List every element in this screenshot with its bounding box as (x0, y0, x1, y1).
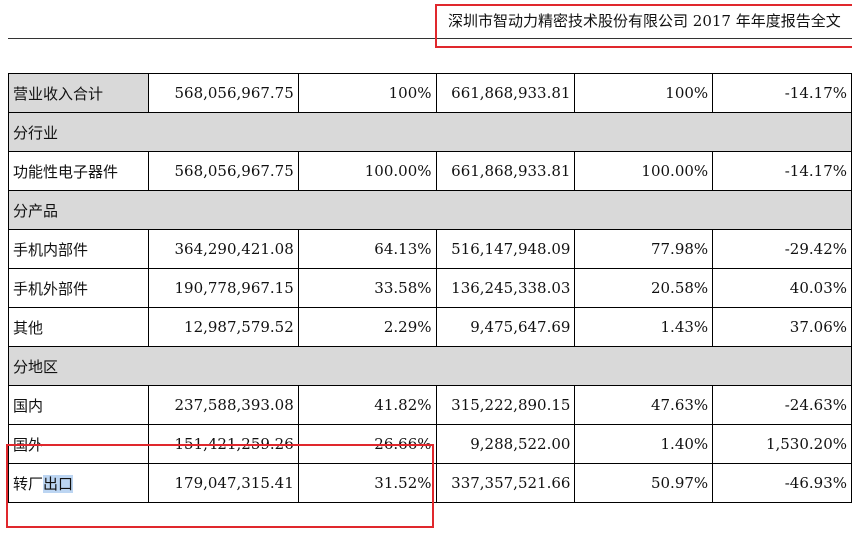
table-section-row: 分产品 (8, 190, 852, 230)
prior-amount-cell: 661,868,933.81 (435, 73, 576, 113)
selected-text[interactable]: 出口 (43, 474, 74, 493)
revenue-breakdown-table: 营业收入合计 568,056,967.75 100% 661,868,933.8… (8, 73, 852, 503)
table-section-row: 分地区 (8, 346, 852, 386)
current-share-cell: 64.13% (297, 229, 437, 269)
table-row: 国内 237,588,393.08 41.82% 315,222,890.15 … (8, 385, 852, 425)
prior-share-cell: 1.43% (574, 307, 714, 347)
table-row: 手机内部件 364,290,421.08 64.13% 516,147,948.… (8, 229, 852, 269)
change-cell: 1,530.20% (712, 424, 852, 464)
section-label: 分行业 (8, 112, 852, 152)
change-cell: -29.42% (712, 229, 852, 269)
prior-share-cell: 100.00% (574, 151, 714, 191)
current-amount-cell: 12,987,579.52 (147, 307, 299, 347)
current-share-cell: 100% (297, 73, 437, 113)
row-label: 国内 (8, 385, 149, 425)
change-cell: -14.17% (712, 151, 852, 191)
current-amount-cell: 179,047,315.41 (147, 463, 299, 503)
row-label: 其他 (8, 307, 149, 347)
change-cell: -14.17% (712, 73, 852, 113)
prior-amount-cell: 661,868,933.81 (435, 151, 576, 191)
prior-amount-cell: 337,357,521.66 (435, 463, 576, 503)
prior-share-cell: 47.63% (574, 385, 714, 425)
current-share-cell: 100.00% (297, 151, 437, 191)
row-label-plain: 转厂 (13, 474, 44, 493)
prior-share-cell: 50.97% (574, 463, 714, 503)
section-label: 分产品 (8, 190, 852, 230)
current-amount-cell: 190,778,967.15 (147, 268, 299, 308)
rows-highlight-box (6, 444, 434, 528)
prior-amount-cell: 315,222,890.15 (435, 385, 576, 425)
current-amount-cell: 237,588,393.08 (147, 385, 299, 425)
table-row: 功能性电子器件 568,056,967.75 100.00% 661,868,9… (8, 151, 852, 191)
current-share-cell: 31.52% (297, 463, 437, 503)
prior-amount-cell: 136,245,338.03 (435, 268, 576, 308)
row-label: 功能性电子器件 (8, 151, 149, 191)
change-cell: -24.63% (712, 385, 852, 425)
section-label: 分地区 (8, 346, 852, 386)
row-label: 手机外部件 (8, 268, 149, 308)
title-highlight-box (435, 4, 852, 48)
change-cell: 37.06% (712, 307, 852, 347)
row-label: 手机内部件 (8, 229, 149, 269)
table-section-row: 分行业 (8, 112, 852, 152)
current-amount-cell: 364,290,421.08 (147, 229, 299, 269)
table-row-total: 营业收入合计 568,056,967.75 100% 661,868,933.8… (8, 73, 852, 113)
table-row: 其他 12,987,579.52 2.29% 9,475,647.69 1.43… (8, 307, 852, 347)
current-amount-cell: 568,056,967.75 (147, 73, 299, 113)
change-cell: -46.93% (712, 463, 852, 503)
table-row: 手机外部件 190,778,967.15 33.58% 136,245,338.… (8, 268, 852, 308)
prior-share-cell: 77.98% (574, 229, 714, 269)
row-label[interactable]: 转厂出口 (8, 463, 149, 503)
prior-share-cell: 1.40% (574, 424, 714, 464)
current-share-cell: 33.58% (297, 268, 437, 308)
current-share-cell: 41.82% (297, 385, 437, 425)
prior-amount-cell: 516,147,948.09 (435, 229, 576, 269)
prior-share-cell: 20.58% (574, 268, 714, 308)
current-share-cell: 2.29% (297, 307, 437, 347)
prior-share-cell: 100% (574, 73, 714, 113)
report-title: 深圳市智动力精密技术股份有限公司 2017 年年度报告全文 (448, 12, 841, 30)
header-divider (8, 38, 852, 39)
prior-amount-cell: 9,475,647.69 (435, 307, 576, 347)
change-cell: 40.03% (712, 268, 852, 308)
row-label: 营业收入合计 (8, 73, 149, 113)
table-row: 转厂出口 179,047,315.41 31.52% 337,357,521.6… (8, 463, 852, 503)
prior-amount-cell: 9,288,522.00 (435, 424, 576, 464)
current-amount-cell: 568,056,967.75 (147, 151, 299, 191)
